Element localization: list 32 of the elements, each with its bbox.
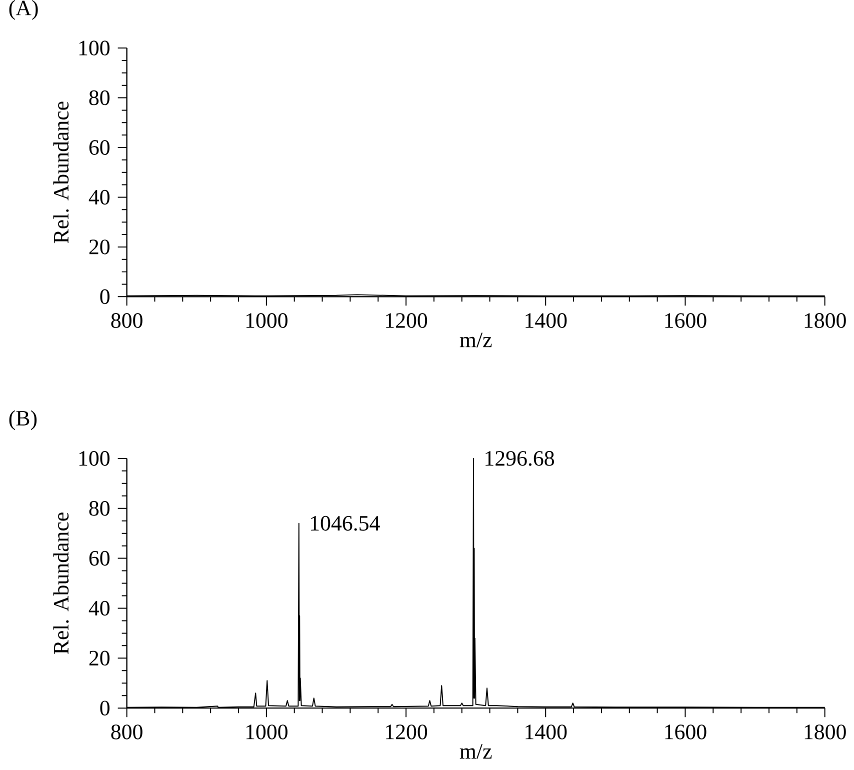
- y-axis-title: Rel. Abundance: [53, 102, 69, 244]
- x-tick-label: 1000: [246, 724, 288, 740]
- y-tick-label: 20: [89, 650, 110, 666]
- y-axis-title: Rel. Abundance: [53, 512, 69, 654]
- y-tick-label: 80: [89, 90, 110, 106]
- x-tick-label: 1600: [665, 313, 706, 328]
- y-tick-label: 40: [88, 600, 110, 616]
- x-tick-label: 1800: [804, 313, 846, 328]
- y-tick-label: 100: [79, 451, 110, 466]
- y-tick-label: 60: [89, 140, 110, 155]
- x-tick-label: 1200: [386, 313, 428, 328]
- x-tick-label: 1800: [804, 724, 846, 740]
- y-tick-label: 80: [89, 500, 110, 516]
- chart-title: (B): [9, 410, 37, 430]
- chart-title: (A): [9, 0, 38, 20]
- x-tick-label: 1000: [246, 313, 288, 328]
- x-tick-label: 1200: [386, 724, 428, 740]
- x-tick-label: 1600: [665, 724, 706, 740]
- annotation: 1046.54: [311, 516, 380, 531]
- x-axis-title: m/z: [460, 744, 492, 759]
- x-tick-label: 800: [111, 724, 142, 740]
- x-tick-label: 1400: [526, 313, 567, 328]
- annotation: 1296.68: [486, 451, 554, 466]
- x-axis-title: m/z: [460, 332, 492, 348]
- y-tick-label: 20: [89, 240, 110, 254]
- y-tick-label: 0: [100, 289, 110, 304]
- y-tick-label: 60: [89, 550, 110, 566]
- x-tick-label: 800: [111, 313, 142, 328]
- y-tick-label: 40: [88, 190, 110, 205]
- x-tick-label: 1400: [526, 724, 567, 740]
- y-tick-label: 100: [79, 40, 110, 56]
- y-tick-label: 0: [100, 700, 110, 716]
